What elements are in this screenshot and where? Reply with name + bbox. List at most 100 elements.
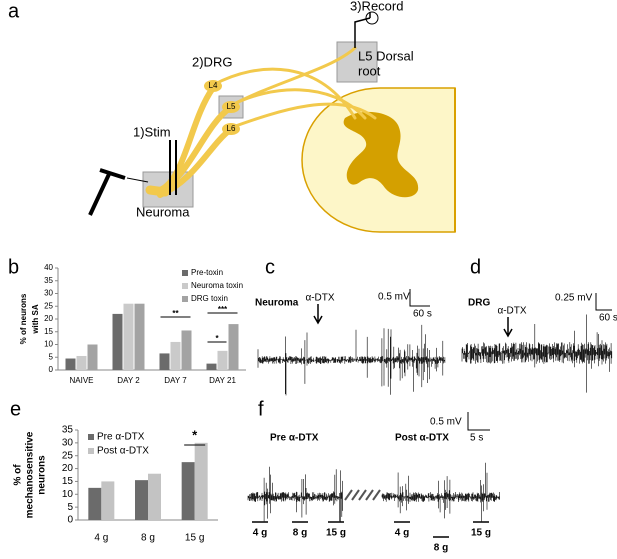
panel-letter: d (470, 256, 481, 278)
label: root (358, 63, 381, 78)
y-tick-label: 40 (44, 263, 53, 272)
stimulus-label: 15 g (471, 528, 491, 539)
y-tick-label: 10 (62, 489, 74, 500)
label: 2)DRG (192, 54, 232, 69)
scale-bar (595, 293, 612, 311)
scale-bar (467, 412, 490, 431)
y-tick-label: 15 (44, 327, 53, 336)
bar (170, 341, 181, 370)
bar (88, 487, 102, 520)
legend-label: Pre-toxin (191, 268, 223, 277)
stimulus-label: 15 g (326, 528, 346, 539)
drug: α-DTX (305, 293, 334, 304)
ganglion (222, 101, 240, 113)
y-axis-label: neurons (37, 455, 48, 495)
legend-swatch (182, 270, 188, 276)
bar (123, 303, 134, 370)
stimulus-label: 4 g (395, 528, 409, 539)
x-tick-label: DAY 2 (117, 376, 140, 385)
y-tick-label: 30 (62, 437, 74, 448)
panel-letter: a (8, 0, 20, 22)
bar (76, 355, 87, 370)
amplifier (365, 11, 379, 25)
legend-swatch (182, 296, 188, 302)
y-tick-label: 15 (62, 476, 74, 487)
bar-chart: b % of neurons with SA 0 5 10 15 20 25 30 35 40 NAIV… (8, 256, 246, 385)
bar (101, 481, 115, 520)
y-tick-label: 25 (44, 301, 53, 310)
hammer (88, 168, 126, 216)
trace (247, 466, 343, 523)
bar (217, 350, 228, 370)
break (344, 489, 381, 501)
scale-v: 0.5 mV (378, 292, 410, 303)
panel-letter: f (258, 398, 264, 420)
y-tick-label: 30 (44, 289, 53, 298)
bar (181, 462, 195, 520)
legend-swatch (182, 283, 188, 289)
bar-chart: e % of mechanosensitive neurons 0 5 10 15 20 25 30… (10, 398, 218, 544)
ganglion (204, 80, 222, 92)
arrow (503, 317, 513, 338)
condition: Post α-DTX (395, 433, 449, 444)
y-axis-label: with SA (31, 304, 40, 335)
scale-t: 5 s (470, 433, 483, 444)
y-axis-label: % of (13, 464, 24, 486)
label: Neuroma (136, 204, 190, 219)
bar (148, 473, 161, 520)
traces: c Neuroma α-DTX 0.5 mV 60 s d DRG α-DTX … (247, 256, 617, 554)
bar (206, 363, 217, 370)
diagram: a 3)Record L5 Dorsal root 2)DRG L4 L5 L6… (8, 0, 456, 233)
y-tick-label: 0 (67, 515, 73, 526)
arrow (313, 304, 323, 325)
scale-t: 60 s (413, 309, 432, 320)
y-axis-label: % of neurons (19, 293, 28, 344)
condition: Pre α-DTX (270, 433, 319, 444)
drug: α-DTX (497, 306, 526, 317)
trace (461, 314, 613, 393)
legend-swatch (88, 434, 94, 440)
scale-v: 0.5 mV (430, 417, 462, 428)
significance: ** (172, 309, 179, 318)
scale-v: 0.25 mV (555, 293, 593, 304)
panel-letter: c (265, 256, 275, 278)
x-tick-label: 15 g (185, 533, 204, 544)
significance: *** (218, 305, 228, 314)
bar (65, 358, 76, 370)
y-tick-label: 20 (62, 463, 74, 474)
panel-letter: e (10, 398, 21, 420)
scale-bar (409, 289, 430, 307)
bar (87, 344, 98, 370)
significance: * (215, 334, 219, 343)
label: L4 (209, 81, 218, 90)
bar (135, 480, 148, 520)
scale-t: 60 s (599, 313, 617, 324)
record-electrode (354, 12, 371, 48)
bar (134, 303, 145, 370)
stimulus-label: 4 g (253, 528, 267, 539)
stimulus-label: 8 g (434, 543, 448, 554)
stimulus-label: 8 g (293, 528, 307, 539)
legend-label: Pre α-DTX (97, 432, 145, 443)
y-tick-label: 20 (44, 314, 53, 323)
label: L5 Dorsal (358, 48, 414, 63)
trace (257, 324, 446, 396)
charts: b% of neurons with SA0510152025303540NAIV… (8, 256, 246, 544)
y-tick-label: 0 (49, 365, 54, 374)
x-tick-label: 8 g (141, 533, 155, 544)
label: L5 (227, 102, 236, 111)
panel-letter: b (8, 256, 19, 278)
y-tick-label: 25 (62, 450, 74, 461)
x-tick-label: 4 g (94, 533, 108, 544)
x-tick-label: DAY 7 (164, 376, 187, 385)
label: L6 (227, 124, 236, 133)
significance: * (192, 427, 198, 442)
y-tick-label: 10 (44, 340, 53, 349)
legend-swatch (88, 448, 94, 454)
hammer-tip (126, 177, 149, 183)
bar (112, 313, 123, 370)
legend-label: Neuroma toxin (191, 281, 243, 290)
y-tick-label: 35 (44, 276, 53, 285)
y-axis-label: mechanosensitive (25, 431, 36, 518)
y-tick-label: 35 (62, 425, 74, 436)
